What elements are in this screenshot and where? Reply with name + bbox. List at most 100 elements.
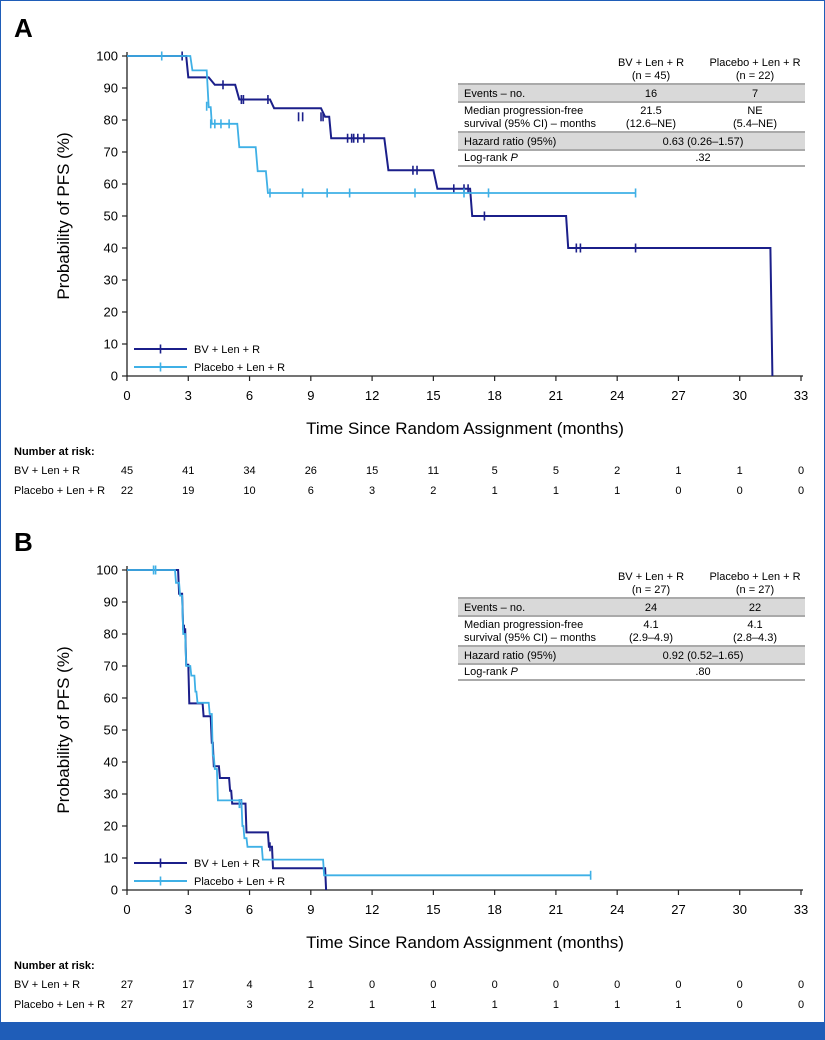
y-tick-label: 70 [104, 145, 118, 160]
risk-value: 1 [553, 999, 559, 1011]
y-tick-label: 90 [104, 595, 118, 610]
y-tick-label: 30 [104, 787, 118, 802]
risk-table-header: Number at risk: [14, 960, 95, 972]
x-tick-label: 21 [549, 902, 563, 917]
x-tick-label: 12 [365, 388, 379, 403]
risk-value: 1 [492, 485, 498, 497]
risk-value: 1 [369, 999, 375, 1011]
risk-value: 17 [182, 979, 194, 991]
risk-value: 5 [492, 465, 498, 477]
x-tick-label: 0 [123, 902, 130, 917]
table-median-placebo: NE [747, 105, 762, 117]
risk-value: 27 [121, 999, 133, 1011]
risk-value: 3 [369, 485, 375, 497]
table-header-placebo-n: (n = 22) [736, 70, 774, 82]
table-header-placebo-n: (n = 27) [736, 584, 774, 596]
risk-value: 1 [614, 999, 620, 1011]
risk-value: 0 [430, 979, 436, 991]
table-median-placebo-ci: (5.4–NE) [733, 118, 777, 130]
x-tick-label: 15 [426, 902, 440, 917]
table-median-label: Median progression-free [464, 105, 583, 117]
table-header-placebo: Placebo + Len + R [709, 57, 800, 69]
km-curve-placebo [127, 569, 591, 877]
risk-value: 0 [798, 999, 804, 1011]
risk-value: 1 [737, 465, 743, 477]
y-tick-label: 70 [104, 659, 118, 674]
x-tick-label: 6 [246, 902, 253, 917]
risk-value: 1 [614, 485, 620, 497]
x-tick-label: 15 [426, 388, 440, 403]
y-tick-label: 40 [104, 241, 118, 256]
y-tick-label: 50 [104, 723, 118, 738]
table-logrank-value: .80 [695, 666, 710, 678]
table-row-shade [458, 647, 805, 663]
km-curve-bv [127, 569, 328, 891]
risk-value: 6 [308, 485, 314, 497]
risk-value: 0 [737, 485, 743, 497]
table-hr-value: 0.92 (0.52–1.65) [663, 650, 744, 662]
risk-value: 0 [675, 979, 681, 991]
risk-value: 1 [553, 485, 559, 497]
y-axis-title: Probability of PFS (%) [54, 646, 73, 813]
risk-value: 5 [553, 465, 559, 477]
risk-row-label: BV + Len + R [14, 465, 80, 477]
x-tick-label: 24 [610, 902, 624, 917]
risk-row-label: BV + Len + R [14, 979, 80, 991]
table-median-bv: 21.5 [640, 105, 661, 117]
x-tick-label: 9 [307, 902, 314, 917]
risk-value: 2 [614, 465, 620, 477]
table-header-bv-n: (n = 45) [632, 70, 670, 82]
y-tick-label: 0 [111, 883, 118, 898]
risk-value: 2 [308, 999, 314, 1011]
table-events-bv: 16 [645, 88, 657, 100]
y-tick-label: 100 [96, 563, 118, 578]
legend-label-placebo: Placebo + Len + R [194, 362, 285, 374]
y-tick-label: 80 [104, 627, 118, 642]
table-median-placebo: 4.1 [747, 619, 762, 631]
x-tick-label: 24 [610, 388, 624, 403]
table-events-label: Events – no. [464, 602, 525, 614]
y-tick-label: 40 [104, 755, 118, 770]
risk-value: 10 [243, 485, 255, 497]
risk-value: 0 [492, 979, 498, 991]
risk-table-header: Number at risk: [14, 446, 95, 458]
table-logrank-value: .32 [695, 152, 710, 164]
y-tick-label: 0 [111, 369, 118, 384]
table-header-bv-n: (n = 27) [632, 584, 670, 596]
y-tick-label: 60 [104, 691, 118, 706]
km-curve-placebo [127, 55, 636, 194]
x-tick-label: 9 [307, 388, 314, 403]
table-logrank-label: Log-rank P [464, 152, 518, 164]
x-tick-label: 30 [732, 902, 746, 917]
risk-row-label: Placebo + Len + R [14, 485, 105, 497]
risk-value: 1 [308, 979, 314, 991]
table-median-label: Median progression-free [464, 619, 583, 631]
risk-value: 19 [182, 485, 194, 497]
risk-value: 1 [492, 999, 498, 1011]
risk-value: 27 [121, 979, 133, 991]
risk-value: 2 [430, 485, 436, 497]
risk-value: 0 [798, 485, 804, 497]
x-axis-title: Time Since Random Assignment (months) [306, 933, 624, 952]
x-tick-label: 18 [487, 902, 501, 917]
bottom-bar [0, 1022, 825, 1040]
panel-label: A [14, 13, 33, 43]
risk-value: 26 [305, 465, 317, 477]
table-header-placebo: Placebo + Len + R [709, 571, 800, 583]
risk-value: 3 [246, 999, 252, 1011]
x-tick-label: 12 [365, 902, 379, 917]
x-tick-label: 18 [487, 388, 501, 403]
risk-value: 0 [614, 979, 620, 991]
table-hr-value: 0.63 (0.26–1.57) [663, 136, 744, 148]
x-tick-label: 6 [246, 388, 253, 403]
x-tick-label: 27 [671, 388, 685, 403]
risk-value: 0 [675, 485, 681, 497]
risk-value: 1 [675, 999, 681, 1011]
y-tick-label: 80 [104, 113, 118, 128]
x-tick-label: 0 [123, 388, 130, 403]
y-tick-label: 10 [104, 337, 118, 352]
risk-value: 0 [798, 979, 804, 991]
